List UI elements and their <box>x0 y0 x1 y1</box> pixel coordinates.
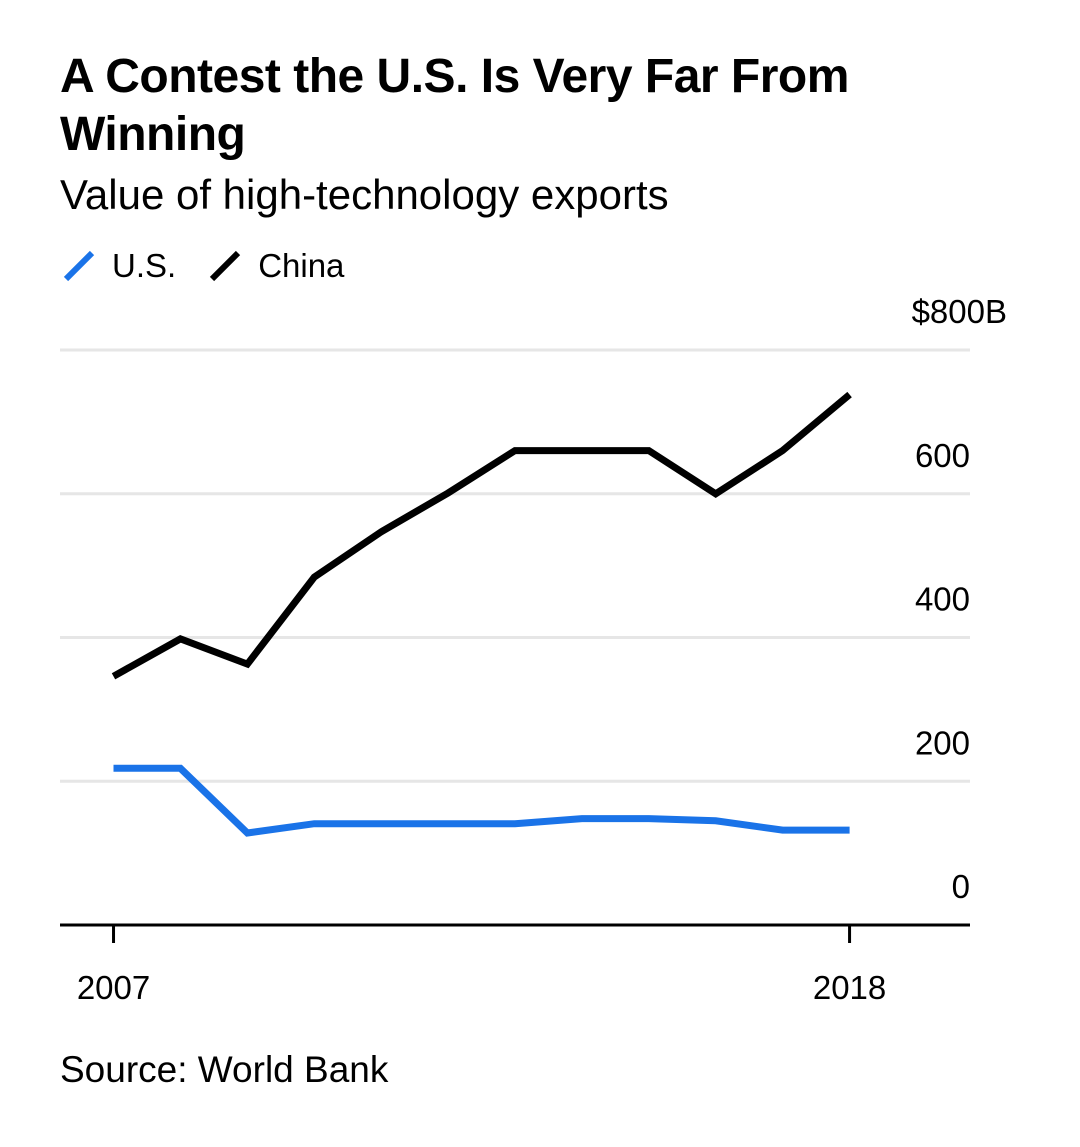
series-line-us <box>113 764 850 837</box>
legend-label-china: China <box>258 247 345 284</box>
legend-swatch-us-icon <box>63 250 95 282</box>
legend-item-china: China <box>206 246 344 286</box>
series-line-china <box>111 391 852 680</box>
chart-subtitle: Value of high-technology exports <box>60 171 669 218</box>
y-tick-label-600: 600 <box>915 437 970 474</box>
x-tick-label-2007: 2007 <box>77 969 150 1006</box>
y-tick-label-0: 0 <box>952 868 970 905</box>
legend-swatch-china-icon <box>210 250 241 282</box>
legend-item-us: U.S. <box>60 246 176 286</box>
chart-title: A Contest the U.S. Is Very Far From Winn… <box>60 50 849 161</box>
y-tick-label-800: $800B <box>912 293 1007 330</box>
y-tick-label-400: 400 <box>915 581 970 618</box>
source-note: Source: World Bank <box>60 1049 389 1090</box>
legend: U.S. China <box>60 244 374 288</box>
x-tick-label-2018: 2018 <box>813 969 886 1006</box>
legend-label-us: U.S. <box>112 247 177 284</box>
y-tick-label-200: 200 <box>915 724 970 761</box>
